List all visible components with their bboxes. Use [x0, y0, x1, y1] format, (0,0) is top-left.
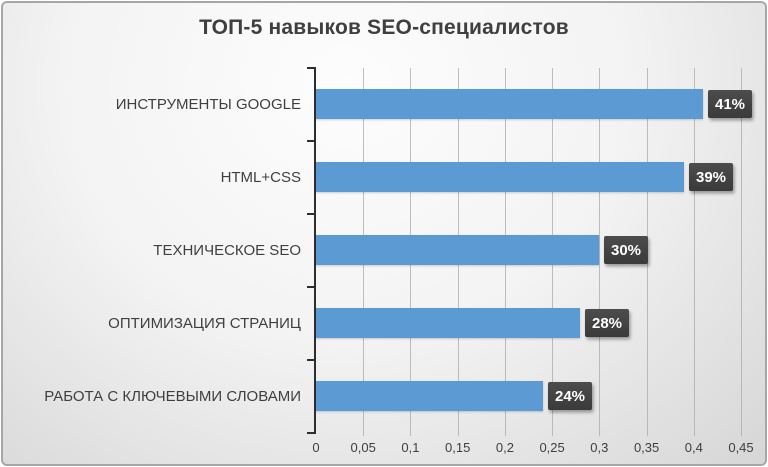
x-tick-label: 0,1 — [401, 440, 420, 455]
gridline — [741, 68, 742, 436]
value-axis-labels: 0 0,05 0,1 0,15 0,2 0,25 0,3 0,35 0,4 0,45 — [312, 440, 753, 460]
category-label: РАБОТА С КЛЮЧЕВЫМИ СЛОВАМИ — [44, 388, 301, 405]
y-axis-tick — [307, 67, 315, 69]
bar-value-label: 41% — [708, 90, 753, 118]
gridline — [599, 68, 601, 436]
category-axis-labels: ИНСТРУМЕНТЫ GOOGLE HTML+CSS ТЕХНИЧЕСКОЕ SE… — [7, 68, 301, 433]
bar-value-label: 28% — [585, 309, 630, 337]
category-label: ТЕХНИЧЕСКОЕ SEO — [153, 242, 301, 259]
y-axis-tick — [307, 286, 315, 288]
x-tick-label: 0,25 — [539, 440, 565, 455]
category-axis-line — [314, 67, 316, 434]
bar-value-label: 24% — [548, 382, 593, 410]
bar — [316, 381, 543, 411]
y-axis-tick — [307, 359, 315, 361]
x-tick-label: 0,3 — [590, 440, 609, 455]
x-tick-label: 0,05 — [350, 440, 376, 455]
bar — [316, 89, 703, 119]
x-tick-label: 0,35 — [633, 440, 660, 455]
x-tick-label: 0,45 — [728, 440, 754, 455]
y-axis-tick — [307, 432, 315, 434]
bar — [316, 162, 684, 192]
x-tick-label: 0,2 — [495, 440, 514, 455]
y-axis-tick — [307, 140, 315, 142]
category-label: ИНСТРУМЕНТЫ GOOGLE — [115, 96, 301, 113]
category-label: HTML+CSS — [220, 169, 301, 186]
chart-title: ТОП-5 навыков SEO-специалистов — [199, 16, 569, 39]
y-axis-tick — [307, 213, 315, 215]
category-label: ОПТИМИЗАЦИЯ СТРАНИЦ — [108, 315, 301, 332]
x-tick-label: 0,15 — [445, 440, 471, 455]
gridline — [693, 68, 695, 436]
bar — [316, 235, 599, 265]
x-tick-label: 0,4 — [684, 440, 703, 455]
bar — [316, 308, 580, 338]
x-tick-label: 0 — [312, 440, 320, 455]
bar-value-label: 39% — [689, 163, 734, 191]
plot-area: 41% 39% 30% 28% 24% — [307, 67, 753, 436]
bar-value-label: 30% — [604, 236, 649, 264]
